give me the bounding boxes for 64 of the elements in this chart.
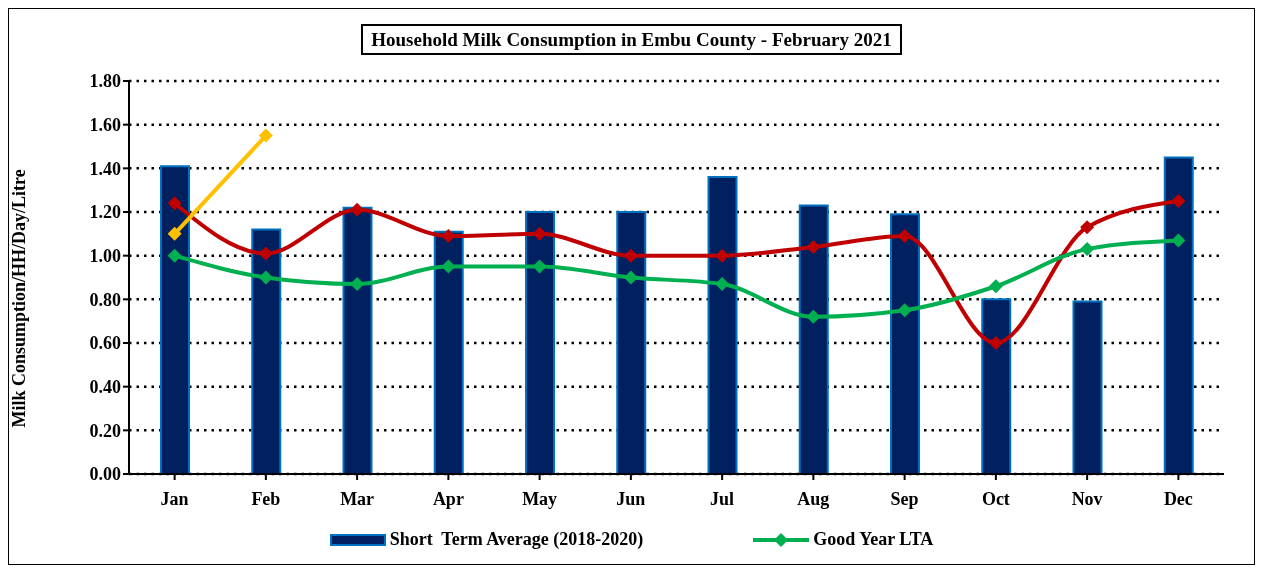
point — [258, 246, 273, 261]
bar — [798, 204, 829, 474]
point — [897, 303, 912, 318]
bar — [1163, 156, 1194, 474]
point — [806, 309, 821, 324]
point — [988, 279, 1003, 294]
point — [1080, 242, 1095, 257]
point — [167, 248, 182, 263]
bar — [525, 211, 555, 474]
y-tick-label: 1.40 — [89, 158, 121, 179]
x-tick-label: May — [522, 488, 558, 509]
point — [1171, 194, 1186, 209]
x-tick-label: Dec — [1163, 488, 1193, 509]
x-tick-label: Mar — [340, 488, 375, 509]
point — [532, 226, 547, 241]
x-tick-label: Aug — [797, 488, 830, 509]
y-tick-label: 0.60 — [89, 333, 121, 354]
x-tick-label: Jan — [160, 488, 189, 509]
point — [1171, 233, 1186, 248]
bar — [981, 298, 1012, 474]
bar — [160, 165, 190, 474]
y-tick-label: 1.60 — [89, 115, 121, 136]
legend-label: Short Term Average (2018-2020) — [389, 529, 644, 550]
x-tick-label: Feb — [251, 488, 281, 509]
point — [1080, 220, 1095, 235]
point — [715, 277, 730, 292]
point — [806, 239, 821, 254]
y-tick-label: 1.00 — [89, 246, 121, 267]
bar — [616, 211, 647, 474]
y-tick-label: 1.80 — [89, 71, 121, 92]
point — [441, 259, 456, 274]
bar — [342, 206, 373, 474]
point — [988, 336, 1003, 350]
bar — [1072, 300, 1103, 474]
point — [623, 248, 638, 263]
y-tick-label: 0.40 — [89, 377, 121, 398]
bar — [251, 228, 282, 474]
point — [350, 277, 365, 292]
point — [897, 229, 912, 244]
point — [167, 226, 182, 241]
point — [623, 270, 638, 285]
y-tick-label: 0.80 — [89, 289, 121, 310]
bar — [433, 230, 464, 474]
y-axis-title: Milk Consumption/HH/Day/Litre — [9, 169, 30, 428]
point — [350, 202, 365, 217]
x-tick-label: Apr — [432, 488, 464, 509]
y-tick-label: 1.20 — [89, 202, 121, 223]
bar — [890, 213, 920, 474]
x-tick-label: Nov — [1071, 488, 1103, 509]
y-tick-label: 0.20 — [89, 420, 121, 441]
point — [167, 196, 182, 211]
point — [258, 128, 273, 143]
point — [532, 259, 547, 274]
chart-title: Household Milk Consumption in Embu County - February 2021 — [361, 24, 902, 55]
point — [715, 248, 730, 263]
point — [258, 270, 273, 285]
legend-label: Good Year LTA — [813, 529, 934, 550]
point — [441, 229, 456, 244]
bar — [707, 176, 738, 474]
y-tick-label: 0.00 — [89, 464, 121, 485]
x-tick-label: Oct — [981, 488, 1010, 509]
x-tick-label: Sep — [890, 488, 919, 509]
x-tick-label: Jun — [616, 488, 646, 509]
x-tick-label: Jul — [710, 488, 735, 509]
